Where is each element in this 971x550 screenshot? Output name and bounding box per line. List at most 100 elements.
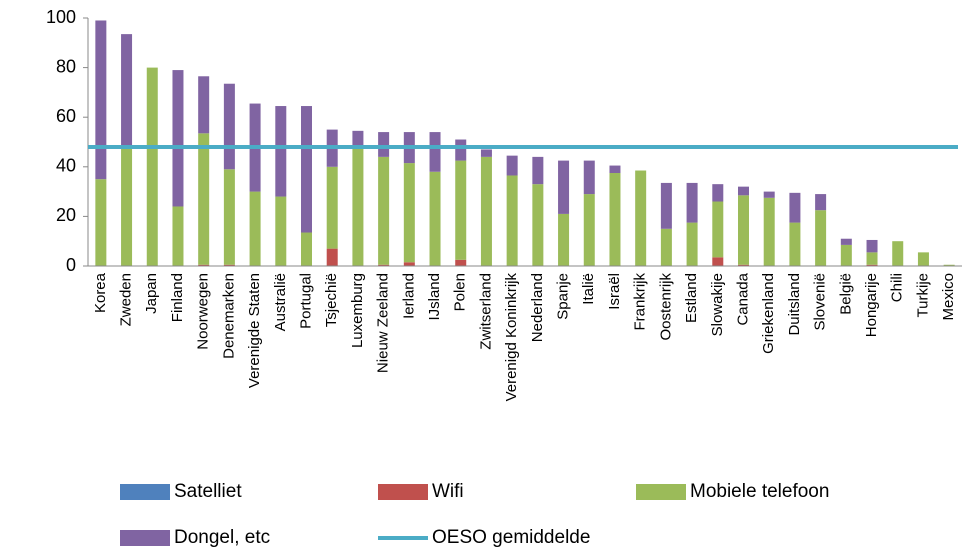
bar-segment — [146, 67, 158, 266]
bar-segment — [198, 264, 210, 266]
legend-label: Satelliet — [174, 481, 242, 502]
x-tick-label: Denemarken — [220, 273, 237, 359]
bar-segment — [506, 175, 518, 266]
x-tick-label: Ierland — [400, 273, 417, 319]
legend-label: Wifi — [432, 481, 464, 502]
x-tick-label: Mexico — [940, 273, 957, 321]
bar-segment — [480, 149, 492, 157]
bar-segment — [378, 264, 390, 266]
x-tick-label: Frankrijk — [632, 273, 649, 331]
y-tick-label: 60 — [56, 106, 76, 126]
x-tick-label: Griekenland — [760, 273, 777, 354]
x-tick-label: Verenigd Koninkrijk — [503, 273, 520, 402]
bar-segment — [403, 262, 415, 266]
x-tick-label: Portugal — [297, 273, 314, 329]
bar-segment — [455, 139, 467, 161]
x-tick-label: Zwitserland — [477, 273, 494, 350]
bar-segment — [352, 145, 364, 266]
bar-segment — [583, 194, 595, 266]
x-tick-label: Estland — [683, 273, 700, 323]
x-tick-label: Zweden — [118, 273, 135, 326]
legend-swatch — [378, 484, 428, 500]
bar-segment — [712, 257, 724, 266]
x-tick-label: Nederland — [529, 273, 546, 342]
x-tick-label: Slovenië — [812, 273, 829, 331]
x-tick-label: Korea — [92, 272, 109, 313]
x-tick-label: Turkije — [914, 273, 931, 317]
bar-segment — [866, 239, 878, 253]
bar-segment — [378, 156, 390, 265]
bar-segment — [712, 184, 724, 202]
x-tick-label: Duitsland — [786, 273, 803, 336]
bar-segment — [455, 160, 467, 260]
x-tick-label: Slowakije — [709, 273, 726, 336]
bar-segment — [198, 133, 210, 265]
bar-segment — [172, 70, 184, 207]
bar-segment — [763, 197, 775, 266]
bar-segment — [660, 228, 672, 266]
x-tick-label: Noorwegen — [195, 273, 212, 350]
bar-segment — [712, 201, 724, 258]
legend-label: OESO gemiddelde — [432, 527, 590, 548]
bar-segment — [326, 166, 338, 249]
bar-segment — [635, 170, 647, 266]
bar-segment — [815, 210, 827, 266]
bar-segment — [943, 264, 955, 266]
bar-segment — [403, 163, 415, 263]
legend-swatch — [120, 530, 170, 546]
bar-segment — [455, 259, 467, 266]
bar-segment — [609, 173, 621, 266]
bar-segment — [95, 179, 107, 266]
x-tick-label: Chili — [889, 273, 906, 302]
bar-segment — [198, 76, 210, 134]
x-tick-label: Israël — [606, 273, 623, 310]
bar-segment — [558, 213, 570, 266]
bar-segment — [223, 264, 235, 266]
bar-segment — [686, 222, 698, 266]
bar-segment — [789, 192, 801, 223]
bar-segment — [223, 83, 235, 170]
bar-segment — [249, 191, 261, 266]
x-tick-label: Luxemburg — [349, 273, 366, 348]
y-tick-label: 0 — [66, 255, 76, 275]
bar-segment — [378, 132, 390, 157]
bar-segment — [275, 106, 287, 197]
bar-segment — [892, 241, 904, 266]
bar-segment — [301, 232, 312, 266]
bar-segment — [532, 184, 544, 266]
bar-segment — [326, 248, 338, 266]
bar-segment — [815, 194, 827, 211]
bar-segment — [223, 169, 235, 265]
bar-segment — [121, 34, 133, 147]
bar-segment — [583, 160, 595, 195]
x-tick-label: Hongarije — [863, 273, 880, 337]
bar-segment — [532, 156, 544, 185]
bar-segment — [429, 171, 441, 266]
x-tick-label: Oostenrijk — [657, 273, 674, 341]
legend-label: Mobiele telefoon — [690, 481, 829, 502]
bar-segment — [275, 196, 287, 266]
bar-segment — [738, 264, 749, 266]
bar-segment — [95, 20, 107, 180]
bar-segment — [738, 186, 749, 196]
y-tick-label: 100 — [46, 7, 76, 27]
bar-segment — [558, 160, 570, 214]
bar-segment — [738, 195, 749, 265]
x-tick-label: Polen — [452, 273, 469, 311]
y-tick-label: 20 — [56, 205, 76, 225]
x-tick-label: Japan — [143, 273, 160, 314]
x-tick-label: Australië — [272, 273, 289, 331]
bar-segment — [352, 130, 364, 146]
legend-label: Dongel, etc — [174, 527, 270, 548]
y-tick-label: 40 — [56, 156, 76, 176]
bar-segment — [917, 252, 929, 266]
bar-segment — [866, 264, 878, 266]
bar-segment — [480, 156, 492, 266]
x-tick-label: Verenigde Staten — [246, 273, 263, 388]
bar-segment — [686, 182, 698, 223]
bar-segment — [301, 106, 312, 233]
x-tick-label: Italië — [580, 273, 597, 305]
bar-segment — [506, 155, 518, 176]
y-tick-label: 80 — [56, 56, 76, 76]
bar-segment — [121, 146, 133, 266]
